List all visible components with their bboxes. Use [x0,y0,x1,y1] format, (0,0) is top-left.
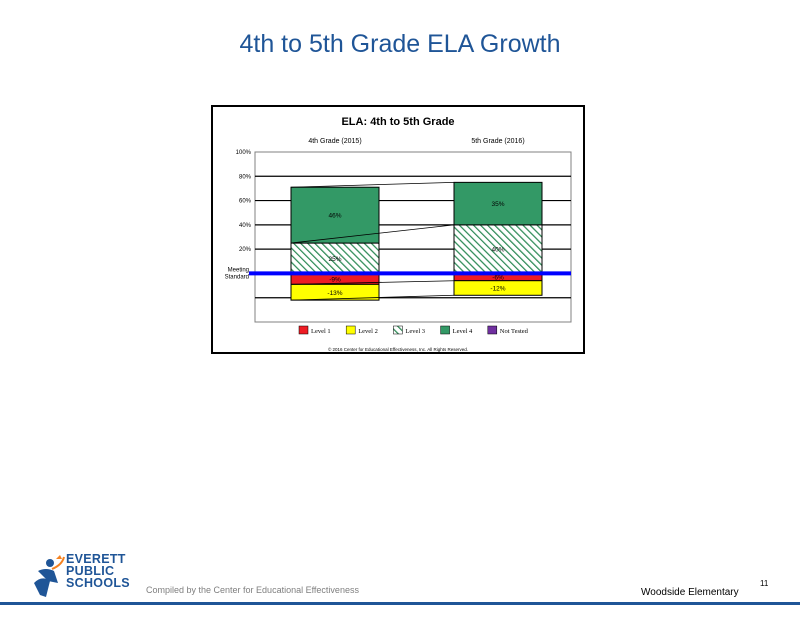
logo-text: EVERETT PUBLIC SCHOOLS [66,552,130,590]
y-tick-label: 40% [239,223,252,229]
connector-line [290,280,455,285]
page-number: 11 [760,579,769,588]
runner-logo-icon [34,555,65,597]
data-label: -6% [492,275,504,282]
y-tick-label: 60% [239,199,252,205]
y-tick-label: 20% [239,247,252,253]
logo-line-3: SCHOOLS [66,576,130,590]
legend-label: Level 3 [405,328,425,335]
logo-line-1: EVERETT [66,552,126,566]
legend-swatch [440,325,450,335]
legend-label: Level 2 [358,328,378,335]
category-label: 5th Grade (2016) [471,138,524,145]
chart-svg: ELA: 4th to 5th Grade 100% 80% 60% 40% 20% 4t… [225,116,572,352]
bar-level-4 [290,186,380,244]
category-label: 4th Grade (2015) [308,138,361,145]
chart-title: ELA: 4th to 5th Grade [341,116,454,128]
data-label: 25% [328,256,341,263]
school-name: Woodside Elementary [641,587,739,598]
legend-label: Level 4 [453,328,473,335]
data-label: -13% [327,290,342,297]
data-label: -12% [490,286,505,293]
bar-level-4 [453,181,543,226]
data-label: -9% [329,276,341,283]
meeting-standard-label: Standard [225,274,249,280]
bar-level-2 [453,280,543,296]
legend-label: Not Tested [500,328,529,335]
data-label: 40% [491,247,504,254]
logo-line-2: PUBLIC [66,564,115,578]
legend-label: Level 1 [311,328,331,335]
legend-swatch [487,325,498,335]
connector-line [290,294,455,301]
chart-copyright: © 2016 Center for Educational Effectiven… [328,346,468,352]
everett-logo: EVERETT PUBLIC SCHOOLS [28,553,138,601]
bar-level-3 [290,242,380,274]
slide-title: 4th to 5th Grade ELA Growth [239,30,561,58]
data-label: 46% [328,213,341,220]
plot-area [254,151,572,323]
meeting-standard-label: Meeting [228,267,249,273]
y-tick-label: 80% [239,174,252,180]
connector-line [290,181,455,188]
y-tick-label: 100% [236,150,252,156]
data-label: 35% [491,201,504,208]
footer-divider [0,602,800,605]
compiled-by-text: Compiled by the Center for Educational E… [146,585,359,595]
legend-swatch [345,325,356,335]
chart-frame: ELA: 4th to 5th Grade 100% 80% 60% 40% 20% 4t… [211,105,585,354]
legend-swatch [298,325,309,335]
legend-swatch [393,325,403,335]
bar-level-3 [453,224,543,274]
connector-line [290,224,455,244]
bar-level-2 [290,283,380,301]
